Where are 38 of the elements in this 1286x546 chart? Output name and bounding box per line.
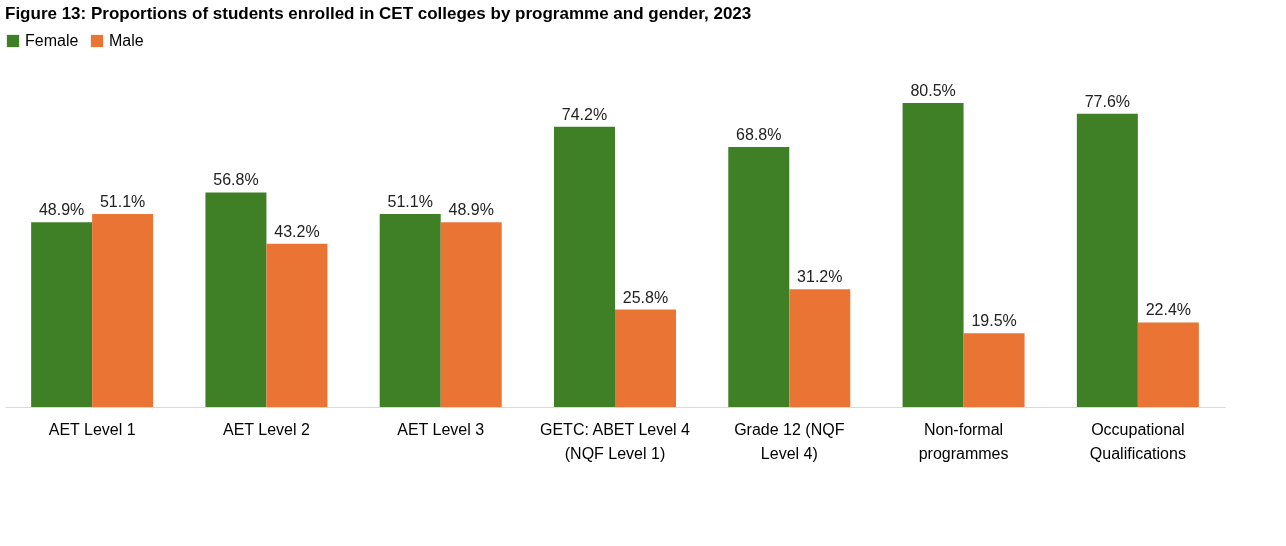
bar	[615, 309, 676, 407]
data-label: 51.1%	[387, 192, 433, 210]
data-label: 43.2%	[274, 222, 320, 240]
bar	[1076, 113, 1138, 407]
bar	[31, 222, 93, 407]
bar	[789, 289, 851, 407]
bar	[92, 213, 154, 407]
data-label: 77.6%	[1084, 92, 1131, 110]
data-label: 74.2%	[561, 105, 608, 123]
legend-label: Female	[25, 32, 79, 49]
legend-label: Male	[109, 32, 144, 49]
bar	[728, 147, 790, 407]
data-label: 51.1%	[99, 192, 146, 210]
data-label: 31.2%	[797, 268, 843, 286]
x-tick-label: AET Level 3	[397, 420, 485, 438]
x-tick-label: AET Level 1	[48, 420, 136, 438]
bar	[266, 243, 328, 407]
data-label: 48.9%	[448, 201, 494, 219]
data-label: 80.5%	[910, 81, 956, 99]
data-label: 56.8%	[213, 171, 259, 189]
bar	[440, 222, 502, 407]
x-tick-label: GETC: ABET Level 4 (NQF Level 1)	[540, 420, 691, 462]
x-tick-label: Grade 12 (NQF Level 4)	[734, 420, 845, 462]
bar	[902, 102, 964, 407]
x-tick-label: AET Level 2	[222, 420, 310, 438]
data-label: 48.9%	[38, 201, 85, 219]
data-label: 25.8%	[622, 288, 669, 306]
bar	[1137, 322, 1199, 407]
data-label: 22.4%	[1145, 301, 1192, 319]
bar	[554, 126, 615, 407]
bar	[205, 192, 267, 407]
x-tick-label: Occupational Qualifications	[1089, 420, 1186, 462]
data-label: 68.8%	[736, 126, 782, 144]
data-label: 19.5%	[971, 312, 1017, 330]
bar	[379, 213, 441, 407]
chart-title: Figure 13: Proportions of students enrolled in CET colleges by programme and gender, 2023	[5, 4, 752, 23]
x-tick-label: Non-formal programmes	[918, 420, 1009, 462]
bar	[963, 333, 1025, 407]
